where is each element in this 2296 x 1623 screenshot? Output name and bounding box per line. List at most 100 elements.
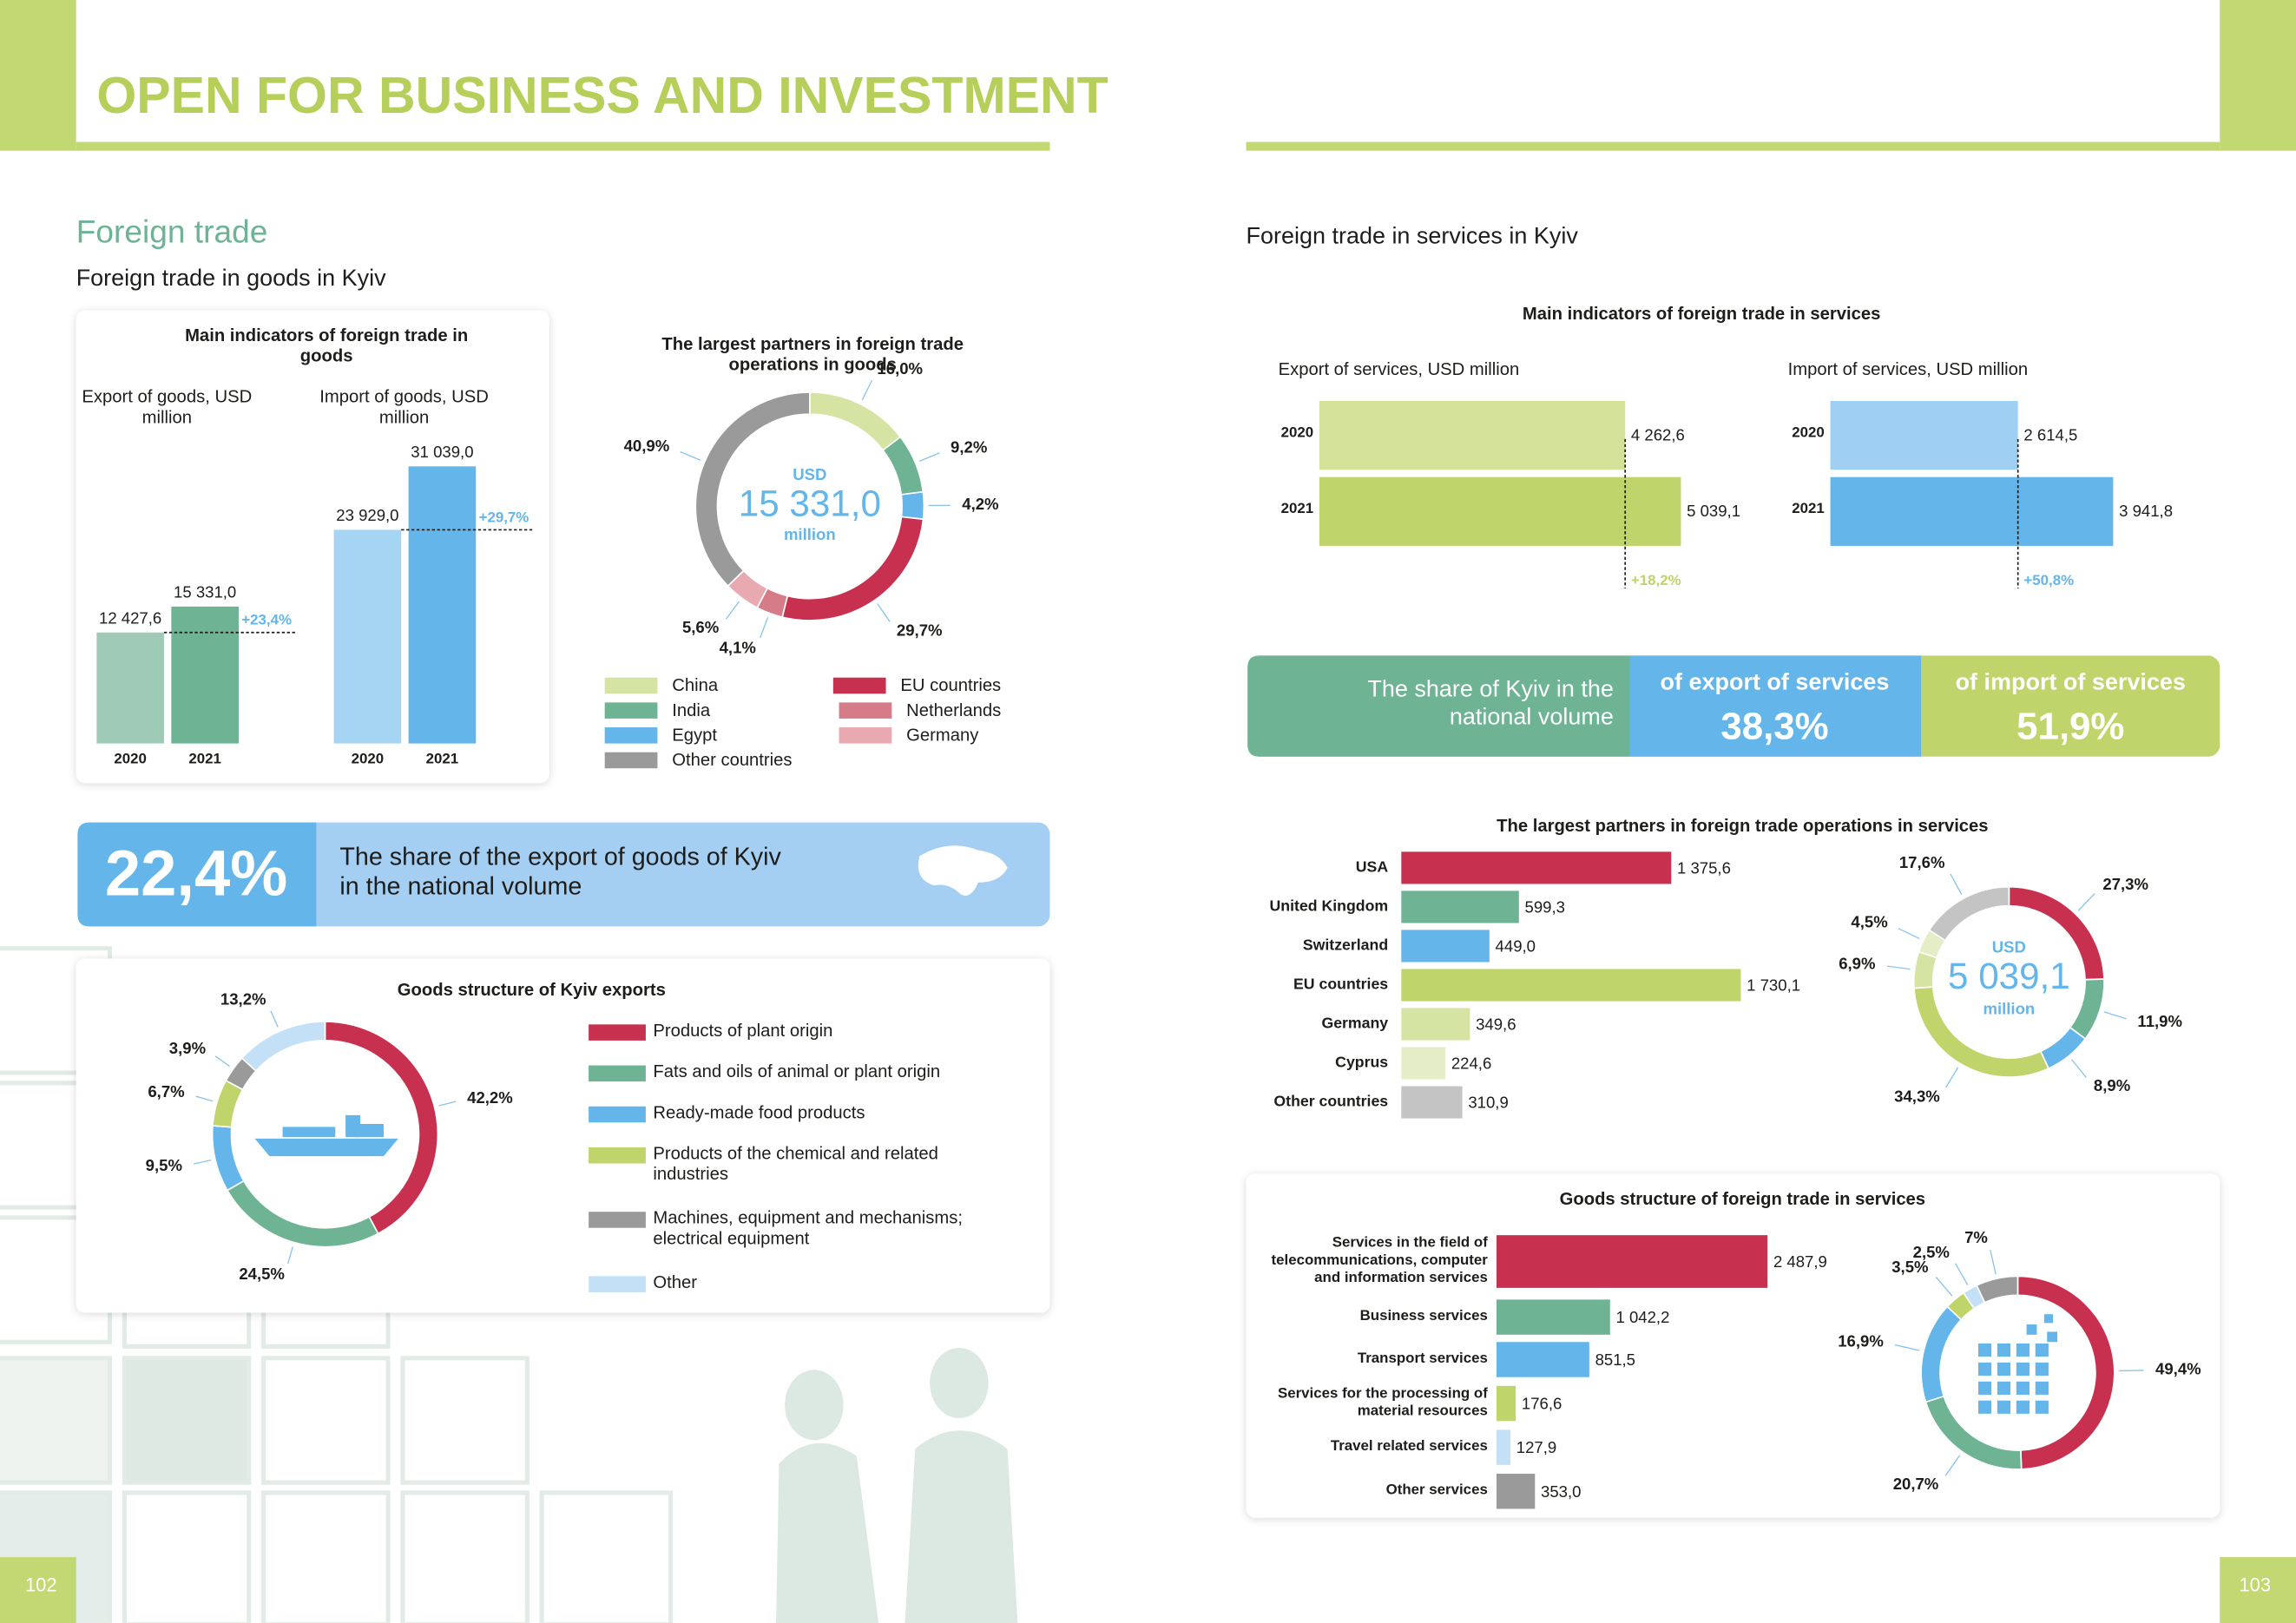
category-label: Transport services (1357, 1350, 1488, 1367)
legend-label: Germany (906, 726, 979, 746)
category-label: Services for the processing of material … (1277, 1385, 1488, 1420)
bar (1496, 1342, 1589, 1377)
year-label: 2021 (188, 751, 221, 767)
legend-label: Products of plant origin (653, 1020, 833, 1041)
category-label: Other countries (1273, 1093, 1388, 1110)
bar (408, 466, 477, 744)
legend-swatch (604, 727, 658, 744)
category-label: Business services (1360, 1308, 1488, 1324)
legend-label: India (672, 701, 711, 720)
donut-label: 11,9% (2137, 1012, 2182, 1030)
value-label: 349,6 (1476, 1015, 1516, 1034)
legend-label: Other (653, 1271, 697, 1292)
legend-swatch (604, 677, 658, 694)
share-name: of export of services (1661, 669, 1890, 695)
legend-label: Fats and oils of animal or plant origin (653, 1061, 941, 1082)
share-value: 38,3% (1720, 705, 1828, 747)
value-label: 1 375,6 (1677, 859, 1731, 877)
leader-line (861, 379, 873, 401)
donut-label: 2,5% (1913, 1243, 1950, 1261)
share-value: 51,9% (2016, 705, 2124, 747)
share-banner-mid (1629, 655, 1922, 757)
donut-segment (2039, 1026, 2087, 1070)
category-label: Cyprus (1335, 1054, 1388, 1071)
value-label: 851,5 (1595, 1350, 1635, 1369)
category-label: Other services (1386, 1482, 1488, 1499)
legend-swatch (832, 677, 886, 694)
category-label: Services for the processing of material … (1277, 1385, 1488, 1420)
share-banner-left (1247, 655, 1630, 757)
value-label: 1 730,1 (1747, 976, 1800, 995)
subtitle: Foreign trade in goods in Kyiv (76, 265, 386, 291)
share-text: The share of Kyiv in the national volume (1367, 677, 1614, 731)
legend-swatch (589, 1065, 646, 1082)
leader-line (1945, 1067, 1959, 1088)
donut-label: 34,3% (1894, 1087, 1940, 1106)
value-label: 176,6 (1522, 1395, 1562, 1413)
legend-label: Machines, equipment and mechanisms; elec… (653, 1207, 964, 1249)
donut-label: 8,9% (2094, 1076, 2130, 1094)
leader-line (1886, 965, 1911, 970)
leader-line (1950, 873, 1963, 895)
chart-title: The largest partners in foreign trade op… (661, 333, 964, 375)
page-number-box (2220, 1557, 2296, 1623)
change-label: +23,4% (241, 612, 292, 628)
legend-label: China (672, 676, 719, 695)
page-number-box (0, 1557, 76, 1623)
share-banner-left (77, 822, 317, 927)
label: million (784, 525, 836, 543)
leader-line (438, 1101, 457, 1107)
legend-label: Products of the chemical and related ind… (653, 1143, 938, 1185)
donut-label: 40,9% (624, 437, 670, 455)
card (76, 958, 1050, 1313)
bar (1401, 851, 1672, 884)
group-name: Export of goods, USD million (82, 386, 253, 429)
legend-swatch (589, 1276, 646, 1292)
bar (1401, 930, 1490, 963)
bar (1401, 969, 1741, 1002)
squares-icon (1977, 1314, 2058, 1414)
page-title: OPEN FOR BUSINESS AND INVESTMENT (96, 67, 1108, 124)
donut-label: 6,9% (1839, 954, 1875, 972)
leader-line (918, 452, 940, 463)
bar (1401, 890, 1519, 923)
donut-segment (1975, 1275, 2019, 1304)
share-text: The share of Kyiv in the national volume (1367, 677, 1614, 731)
leader-line (680, 450, 701, 461)
bar (1319, 401, 1626, 470)
share-text: The share of the export of goods of Kyiv… (339, 843, 781, 900)
legend-swatch (839, 702, 892, 719)
donut-label: 16,9% (1838, 1332, 1884, 1350)
bar (1496, 1235, 1768, 1288)
legend-label: EU countries (900, 676, 1001, 695)
leader-line (2118, 1370, 2144, 1372)
donut-segment (2069, 978, 2105, 1041)
category-label: Transport services (1357, 1350, 1488, 1367)
bar (1496, 1474, 1536, 1509)
leader-line (195, 1095, 214, 1102)
bar (1401, 1008, 1470, 1041)
center-value: 15 331,0 (739, 483, 881, 524)
year-label: 2020 (1792, 424, 1825, 441)
donut-label: 3,9% (169, 1039, 206, 1057)
donut-label: 9,2% (951, 438, 987, 457)
chart-title: Goods structure of foreign trade in serv… (1560, 1190, 1925, 1209)
change-label: +29,7% (479, 509, 530, 525)
legend-label: Other (653, 1271, 697, 1292)
bar (1496, 1385, 1516, 1422)
group-name: Export of goods, USD million (82, 386, 253, 429)
category-label: Switzerland (1303, 936, 1388, 954)
label: million (1983, 999, 2035, 1017)
change-label: +50,8% (2023, 572, 2074, 588)
legend-swatch (604, 702, 658, 719)
category-label: Germany (1321, 1015, 1388, 1032)
bar (1401, 1047, 1446, 1080)
value-label: 2 487,9 (1773, 1252, 1827, 1271)
category-label: Services in the field of telecommunicati… (1271, 1235, 1488, 1287)
subtitle: Foreign trade in services in Kyiv (1247, 222, 1579, 248)
legend-label: Machines, equipment and mechanisms; elec… (653, 1207, 964, 1249)
group-name: Import of goods, USD million (319, 386, 489, 429)
value-label: 12 427,6 (99, 608, 161, 627)
donut-label: 4,5% (1851, 913, 1887, 931)
